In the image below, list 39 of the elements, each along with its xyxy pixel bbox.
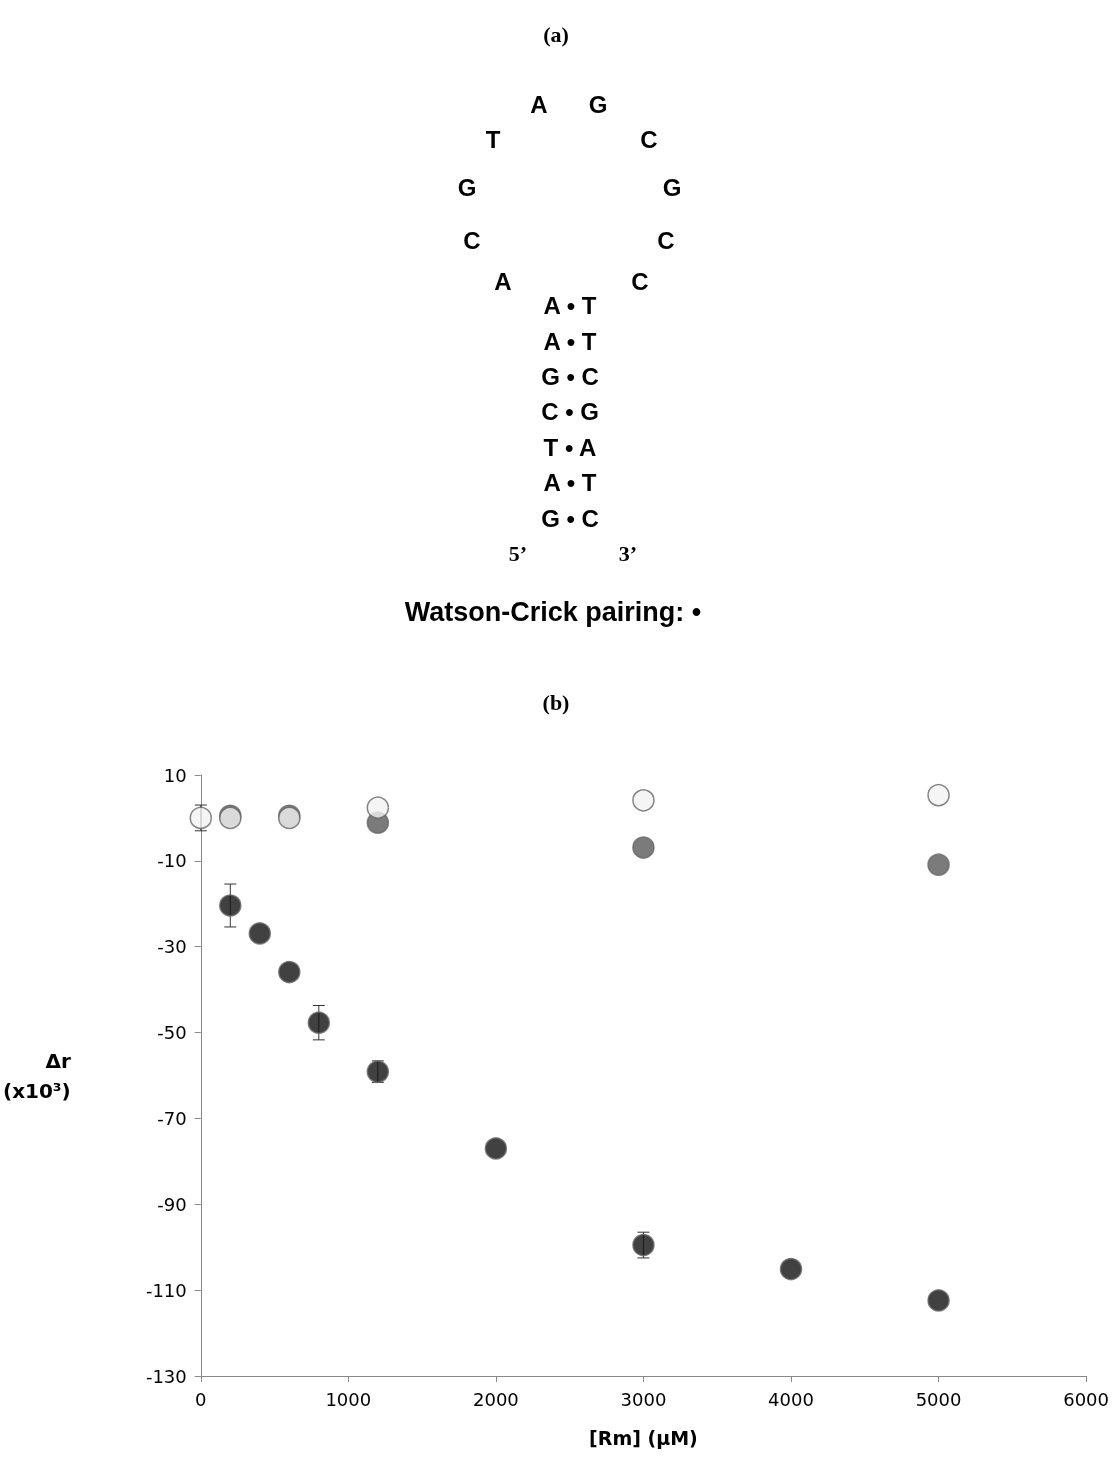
text: A xyxy=(530,90,548,118)
text: A • T xyxy=(543,327,597,355)
y-tick-label: -90 xyxy=(157,1193,187,1215)
x-tick-label: 4000 xyxy=(768,1388,814,1410)
text: C xyxy=(631,267,649,295)
text: G • C xyxy=(541,362,599,390)
x-tick-label: 3000 xyxy=(620,1388,667,1410)
text: 3’ xyxy=(618,540,638,566)
text: T xyxy=(485,125,501,153)
text: G xyxy=(662,173,682,201)
text: C xyxy=(657,226,675,254)
text: T • A xyxy=(543,433,597,461)
text: C xyxy=(463,226,481,254)
y-tick-label: -10 xyxy=(157,850,187,872)
text: A • T xyxy=(543,291,597,319)
x-axis-title: [Rm] (µM) xyxy=(589,1426,698,1449)
y-tick-label: 10 xyxy=(163,764,187,786)
text: C xyxy=(640,125,658,153)
text: G • C xyxy=(541,504,599,532)
y-tick-label: -130 xyxy=(145,1365,187,1387)
y-tick-label: -70 xyxy=(157,1107,187,1129)
text: C • G xyxy=(541,397,599,425)
x-tick-label: 2000 xyxy=(472,1388,519,1410)
text: (a) xyxy=(543,21,569,47)
x-tick-label: 0 xyxy=(195,1388,207,1410)
text: A • T xyxy=(543,468,597,496)
text: Watson-Crick pairing: • xyxy=(404,597,702,627)
y-tick-label: -50 xyxy=(157,1022,187,1044)
y-axis-title: Δr (x10³) xyxy=(2,1048,71,1103)
text: G xyxy=(457,173,477,201)
y-tick-label: -30 xyxy=(157,936,187,958)
x-tick-label: 6000 xyxy=(1063,1388,1109,1410)
x-tick-label: 1000 xyxy=(325,1388,372,1410)
text: 5’ xyxy=(508,540,528,566)
text: A xyxy=(494,267,512,295)
chart-title: (b) xyxy=(542,689,570,715)
y-tick-label: -110 xyxy=(145,1279,187,1301)
x-tick-label: 5000 xyxy=(915,1388,962,1410)
text: G xyxy=(588,90,608,118)
